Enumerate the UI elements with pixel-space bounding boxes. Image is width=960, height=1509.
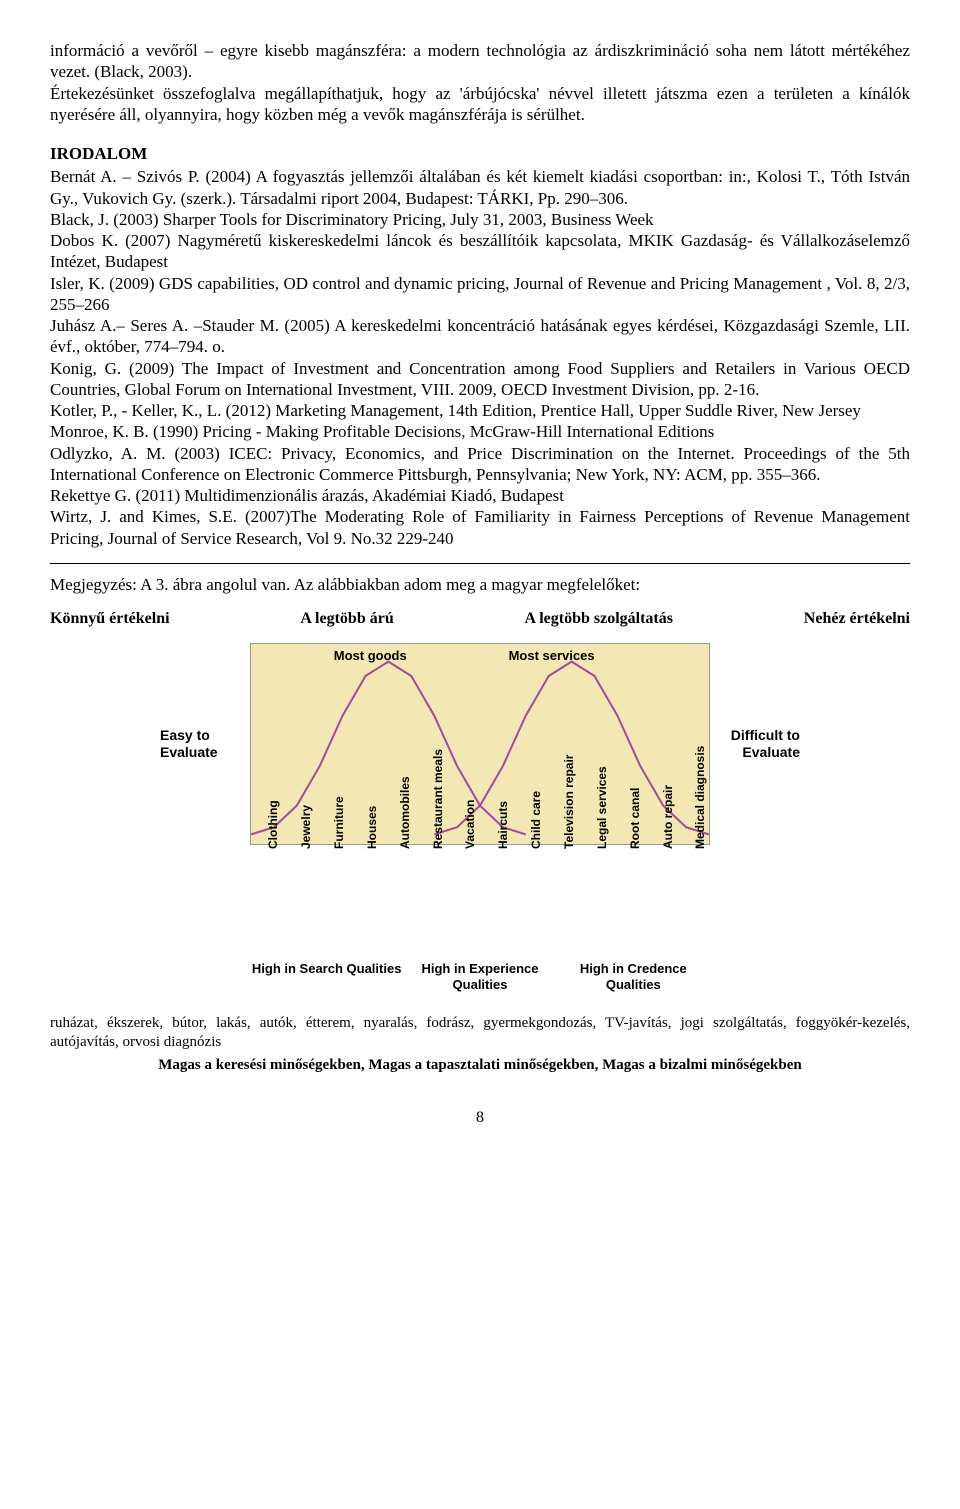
chart-inner-label-goods: Most goods [334, 648, 407, 664]
reference-item: Isler, K. (2009) GDS capabilities, OD co… [50, 273, 910, 316]
irodalom-heading: IRODALOM [50, 143, 910, 164]
chart-left-label: Easy to Evaluate [160, 643, 250, 845]
divider [50, 563, 910, 564]
reference-item: Wirtz, J. and Kimes, S.E. (2007)The Mode… [50, 506, 910, 549]
reference-item: Konig, G. (2009) The Impact of Investmen… [50, 358, 910, 401]
column-header: A legtöbb árú [300, 609, 393, 629]
column-headers-row: Könnyű értékelni A legtöbb árú A legtöbb… [50, 609, 910, 629]
chart-inner-label-services: Most services [509, 648, 595, 664]
reference-item: Kotler, P., - Keller, K., L. (2012) Mark… [50, 400, 910, 421]
reference-item: Juhász A.– Seres A. –Stauder M. (2005) A… [50, 315, 910, 358]
footnote: ruházat, ékszerek, bútor, lakás, autók, … [50, 1014, 910, 1074]
footnote-line-1: ruházat, ékszerek, bútor, lakás, autók, … [50, 1014, 910, 1052]
page-number: 8 [50, 1108, 910, 1128]
chart-left-label-text: Easy to Evaluate [160, 727, 250, 762]
page: információ a vevőről – egyre kisebb magá… [0, 0, 960, 1188]
chart-right-label: Difficult to Evaluate [710, 643, 800, 845]
axis-group-label: High in Search Qualities [250, 961, 403, 992]
reference-item: Odlyzko, A. M. (2003) ICEC: Privacy, Eco… [50, 443, 910, 486]
evaluation-continuum-chart: Easy to Evaluate Most goods Most service… [160, 643, 800, 992]
intro-paragraph-2: Értekezésünket összefoglalva megállapíth… [50, 83, 910, 126]
reference-item: Black, J. (2003) Sharper Tools for Discr… [50, 209, 910, 230]
chart-right-label-text: Difficult to Evaluate [710, 727, 800, 762]
reference-item: Dobos K. (2007) Nagyméretű kiskereskedel… [50, 230, 910, 273]
footnote-line-2: Magas a keresési minőségekben, Magas a t… [50, 1056, 910, 1075]
axis-group-label: High in Credence Qualities [557, 961, 710, 992]
reference-item: Bernát A. – Szivós P. (2004) A fogyasztá… [50, 166, 910, 209]
reference-item: Monroe, K. B. (1990) Pricing - Making Pr… [50, 421, 910, 442]
column-header: Nehéz értékelni [804, 609, 910, 629]
axis-group-label: High in Experience Qualities [403, 961, 556, 992]
intro-paragraph-1: információ a vevőről – egyre kisebb magá… [50, 40, 910, 83]
column-header: Könnyű értékelni [50, 609, 170, 629]
column-header: A legtöbb szolgáltatás [525, 609, 673, 629]
reference-item: Rekettye G. (2011) Multidimenzionális ár… [50, 485, 910, 506]
chart-axis-groups: High in Search Qualities High in Experie… [250, 961, 710, 992]
note-text: Megjegyzés: A 3. ábra angolul van. Az al… [50, 574, 910, 595]
